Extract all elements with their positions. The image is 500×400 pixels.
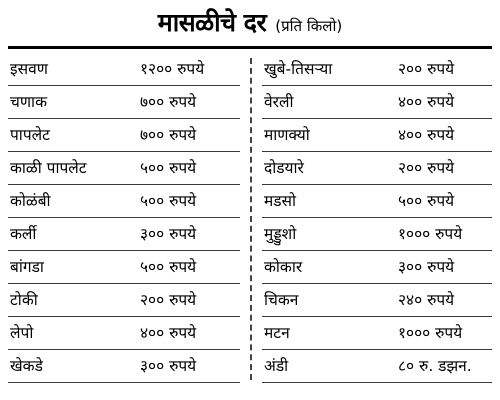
price-row: कोकार ३०० रुपये — [262, 251, 492, 284]
price-row: इसवण १२०० रुपये — [8, 53, 240, 86]
fish-name: कर्ली — [10, 225, 37, 243]
price-row: खेकडे ३०० रुपये — [8, 350, 240, 383]
price-row: अंडी ८० रु. डझन. — [262, 350, 492, 383]
price-row: पापलेट ७०० रुपये — [8, 119, 240, 152]
fish-price: ७०० रुपये — [140, 126, 197, 144]
fish-name: कोळंबी — [10, 192, 51, 210]
price-row: बांगडा ५०० रुपये — [8, 251, 240, 284]
title-underline — [8, 46, 492, 49]
item-price: १००० रुपये — [398, 324, 463, 342]
fish-price: ५०० रुपये — [140, 258, 197, 276]
item-price: २४० रुपये — [398, 291, 455, 309]
price-row: माणक्यो ४०० रुपये — [262, 119, 492, 152]
fish-name: चणाक — [10, 93, 47, 111]
fish-price: ४०० रुपये — [140, 324, 197, 342]
item-name: मटन — [264, 324, 290, 342]
fish-name: खेकडे — [10, 357, 43, 375]
fish-price: ३०० रुपये — [140, 357, 197, 375]
item-name: अंडी — [264, 357, 289, 375]
item-price: १००० रुपये — [398, 225, 463, 243]
fish-price: २०० रुपये — [140, 291, 197, 309]
price-row: कर्ली ३०० रुपये — [8, 218, 240, 251]
price-row: वेरली ४०० रुपये — [262, 86, 492, 119]
price-row: लेपो ४०० रुपये — [8, 317, 240, 350]
item-name: मडसो — [264, 192, 297, 210]
fish-name: इसवण — [10, 60, 48, 78]
item-name: चिकन — [264, 291, 299, 309]
item-name: माणक्यो — [264, 126, 310, 144]
left-price-column: इसवण १२०० रुपये चणाक ७०० रुपये पापलेट ७०… — [8, 53, 240, 383]
price-row: कोळंबी ५०० रुपये — [8, 185, 240, 218]
price-row: मडसो ५०० रुपये — [262, 185, 492, 218]
fish-name: पापलेट — [10, 126, 50, 144]
price-row: चिकन २४० रुपये — [262, 284, 492, 317]
page-title: मासळीचे दर — [157, 8, 267, 37]
page-subtitle: (प्रति किलो) — [275, 17, 343, 35]
item-price: ४०० रुपये — [398, 93, 455, 111]
column-divider — [250, 58, 252, 380]
price-list-header: मासळीचे दर (प्रति किलो) — [0, 0, 500, 46]
fish-price: ५०० रुपये — [140, 159, 197, 177]
item-name: दोडयारे — [264, 159, 304, 177]
price-row: मुड्डुशो १००० रुपये — [262, 218, 492, 251]
item-price: ४०० रुपये — [398, 126, 455, 144]
item-price: २०० रुपये — [398, 60, 455, 78]
fish-price: ५०० रुपये — [140, 192, 197, 210]
price-row: दोडयारे २०० रुपये — [262, 152, 492, 185]
item-price: ८० रु. डझन. — [398, 357, 472, 375]
fish-name: टोकी — [10, 291, 38, 309]
item-name: कोकार — [264, 258, 303, 276]
right-price-column: खुबे-तिसऱ्या २०० रुपये वेरली ४०० रुपये म… — [262, 53, 492, 383]
fish-price: १२०० रुपये — [140, 60, 205, 78]
item-price: २०० रुपये — [398, 159, 455, 177]
item-price: ३०० रुपये — [398, 258, 455, 276]
price-row: चणाक ७०० रुपये — [8, 86, 240, 119]
item-name: मुड्डुशो — [264, 225, 297, 243]
item-name: खुबे-तिसऱ्या — [264, 60, 333, 78]
price-row: टोकी २०० रुपये — [8, 284, 240, 317]
fish-name: लेपो — [10, 324, 34, 342]
item-price: ५०० रुपये — [398, 192, 455, 210]
price-row: मटन १००० रुपये — [262, 317, 492, 350]
price-row: खुबे-तिसऱ्या २०० रुपये — [262, 53, 492, 86]
item-name: वेरली — [264, 93, 294, 111]
fish-price: ३०० रुपये — [140, 225, 197, 243]
fish-price: ७०० रुपये — [140, 93, 197, 111]
fish-name: बांगडा — [10, 258, 44, 276]
price-row: काळी पापलेट ५०० रुपये — [8, 152, 240, 185]
fish-name: काळी पापलेट — [10, 159, 87, 177]
